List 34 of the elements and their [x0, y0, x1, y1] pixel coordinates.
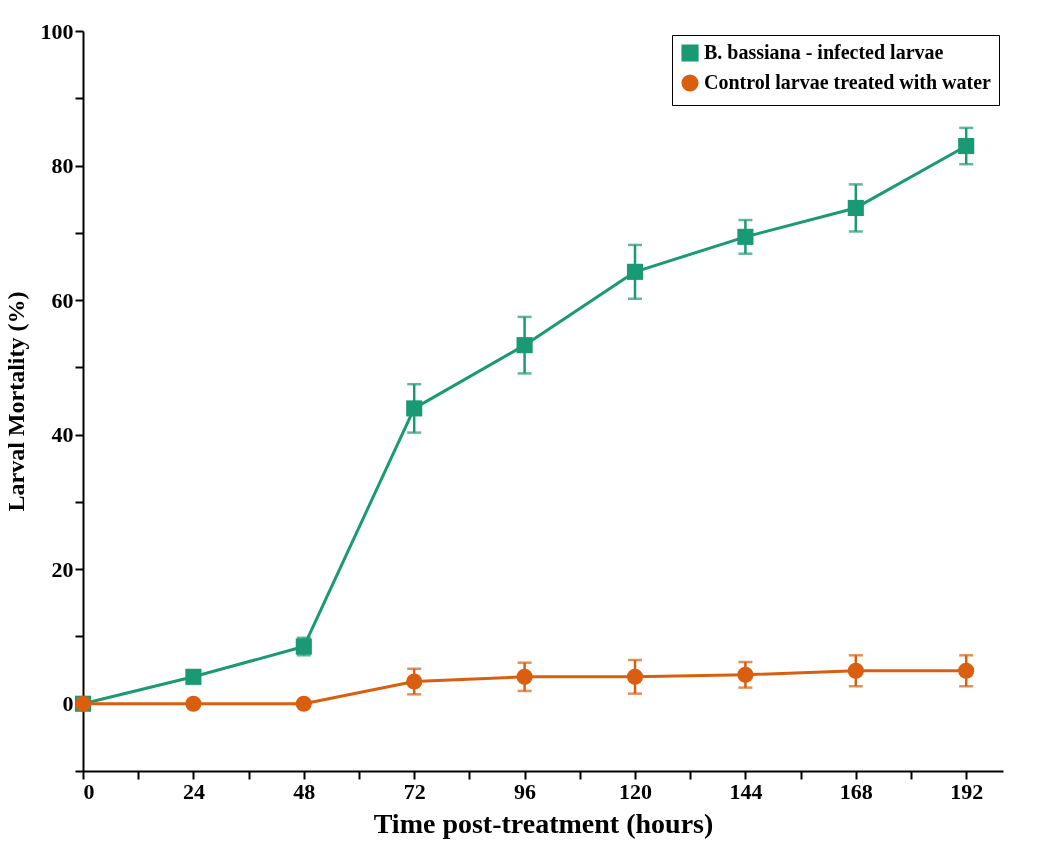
y-tick-label: 20	[51, 556, 74, 582]
point	[185, 695, 202, 712]
x-tick-label: 24	[182, 778, 205, 804]
point	[406, 673, 423, 690]
point	[295, 695, 312, 712]
legend-label: B. bassiana - infected larvae	[704, 41, 944, 63]
x-tick-label: 96	[514, 778, 537, 804]
x-tick-label: 72	[403, 778, 426, 804]
x-tick-label: 168	[839, 778, 873, 804]
point	[516, 668, 533, 685]
point	[958, 137, 975, 155]
point	[737, 228, 754, 245]
y-tick-label: 60	[51, 287, 74, 313]
point	[185, 668, 202, 685]
y-axis-title: Larval Mortality (%)	[2, 291, 29, 512]
x-tick-label: 0	[83, 778, 95, 804]
point	[406, 400, 423, 417]
point	[737, 666, 754, 683]
x-tick-label: 120	[619, 778, 652, 804]
y-tick-label: 100	[40, 18, 74, 44]
x-tick-label: 144	[729, 778, 763, 804]
x-tick-label: 192	[950, 778, 984, 804]
x-tick-label: 48	[293, 778, 316, 804]
point	[626, 668, 644, 685]
point	[626, 263, 644, 280]
x-axis-title: Time post-treatment (hours)	[373, 807, 714, 839]
legend-label: Control larvae treated with water	[704, 71, 992, 93]
y-tick-label: 0	[62, 691, 74, 717]
y-tick-label: 40	[51, 422, 74, 448]
point	[847, 662, 864, 679]
y-tick-label: 80	[51, 153, 74, 179]
point	[516, 337, 533, 354]
point	[847, 199, 864, 216]
point	[958, 662, 975, 679]
